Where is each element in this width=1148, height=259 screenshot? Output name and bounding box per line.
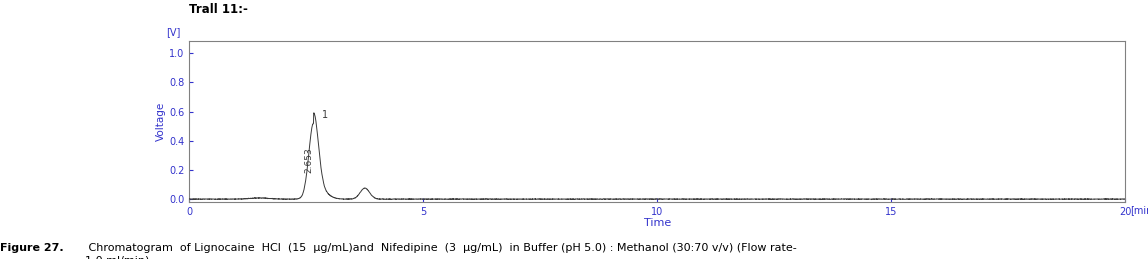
- Text: Trall 11:-: Trall 11:-: [189, 3, 248, 16]
- Text: [V]: [V]: [165, 27, 180, 37]
- Y-axis label: Voltage: Voltage: [156, 102, 166, 141]
- Text: Figure 27.: Figure 27.: [0, 243, 63, 254]
- Text: Chromatogram  of Lignocaine  HCl  (15  μg/mL)and  Nifedipine  (3  μg/mL)  in Buf: Chromatogram of Lignocaine HCl (15 μg/mL…: [85, 243, 797, 259]
- Text: [min.]: [min.]: [1130, 205, 1148, 215]
- Text: 2.653: 2.653: [304, 147, 313, 172]
- Text: 1: 1: [321, 110, 328, 120]
- X-axis label: Time: Time: [644, 218, 670, 228]
